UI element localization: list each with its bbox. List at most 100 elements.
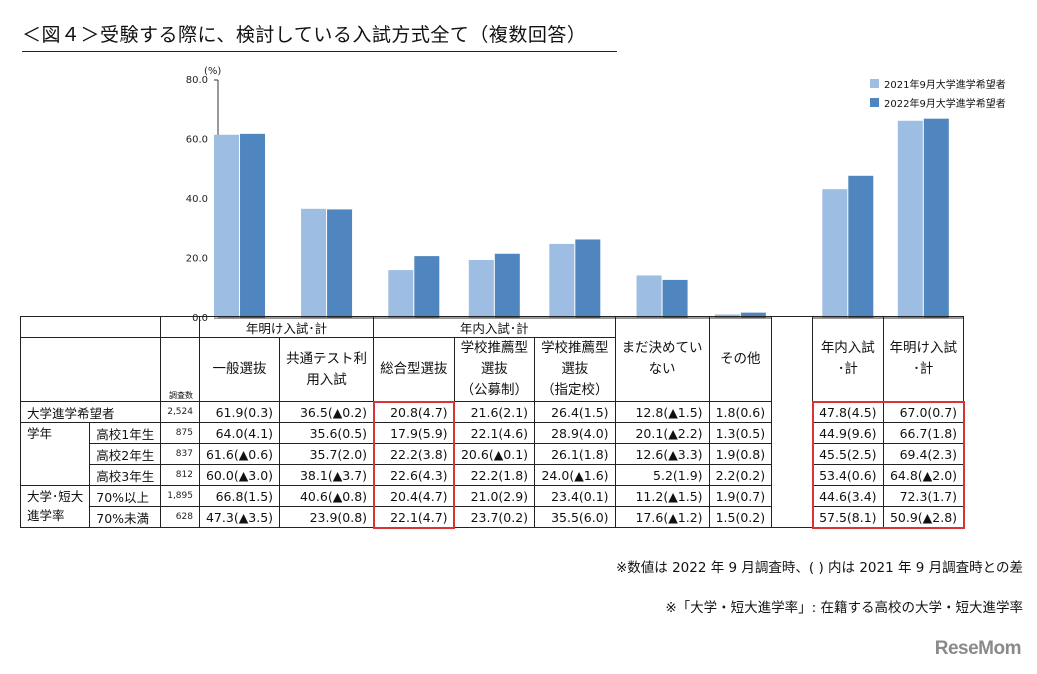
table-cell: 23.4(0.1) [534, 485, 616, 507]
table-cell: 47.3(▲3.5) [198, 506, 281, 528]
y-tick-label: 20.0 [186, 254, 208, 265]
note-values: ※数値は 2022 年 9 月調査時、( ) 内は 2021 年 9 月調査時と… [615, 560, 1023, 576]
blank-cell [19, 316, 162, 338]
row-sublabel: 高校1年生 [89, 422, 162, 444]
table-cell: 2.2(0.2) [708, 464, 773, 486]
y-tick-label: 60.0 [186, 135, 208, 146]
table-cell: 1.9(0.8) [708, 443, 773, 465]
legend-item-2021: 2021年9月大学進学希望者 [870, 76, 1006, 91]
bar-2022-6 [740, 312, 766, 318]
bar-2021-1 [301, 208, 327, 318]
table-cell: 22.2(3.8) [373, 443, 455, 465]
table-gap [771, 316, 814, 528]
bar-2021-0 [214, 134, 240, 318]
highlight-box-sogo [372, 400, 456, 529]
y-tick-label: 80.0 [186, 75, 208, 86]
table-row: 大学進学希望者 2,524 61.9(0.3) 36.5(▲0.2) 20.8(4.7)… [19, 401, 965, 423]
legend-label-2022: 2022年9月大学進学希望者 [884, 98, 1006, 110]
table-row: 学年 高校1年生 875 64.0(4.1) 35.6(0.5) 17.9(5.9) 22.… [19, 422, 965, 486]
table-cell: 5.2(1.9) [614, 464, 710, 486]
highlight-box-totals [811, 400, 965, 529]
table-cell: 20.8(4.7) [373, 401, 455, 423]
bar-2021-2 [388, 270, 414, 318]
bar-2022-0 [240, 133, 266, 318]
table-cell: 23.9(0.8) [279, 506, 375, 528]
table-cell: 20.4(4.7) [373, 485, 455, 507]
bar-2021-3 [468, 259, 494, 318]
table-cell: 35.5(6.0) [534, 506, 616, 528]
row-group-label: 学年 [19, 422, 91, 486]
table-cell: 21.0(2.9) [453, 485, 536, 507]
bar-2022-4 [575, 239, 601, 318]
table-cell: 12.6(▲3.3) [614, 443, 710, 465]
header-group-yoake: 年明け入試･計 [198, 316, 375, 338]
bar-chart: 0.020.040.060.080.0(%) [186, 66, 964, 324]
table-cell: 11.2(▲1.5) [614, 485, 710, 507]
legend-item-2022: 2022年9月大学進学希望者 [870, 95, 1006, 110]
y-tick-label: 40.0 [186, 194, 208, 205]
table-cell: 61.9(0.3) [198, 401, 281, 423]
col-header-suisen-kobo: 学校推薦型 選抜 （公募制） [453, 337, 536, 402]
table-cell: 1.3(0.5) [708, 422, 773, 444]
y-unit-label: (%) [204, 66, 221, 77]
row-sublabel: 高校3年生 [89, 464, 162, 486]
note-rate: ※「大学・短大進学率」: 在籍する高校の大学・短大進学率 [665, 600, 1023, 616]
bar-2021-7 [822, 189, 848, 318]
header-group-nennai: 年内入試･計 [373, 316, 616, 338]
row-sublabel: 高校2年生 [89, 443, 162, 465]
table-cell: 21.6(2.1) [453, 401, 536, 423]
table-cell: 23.7(0.2) [453, 506, 536, 528]
row-n: 1,895 [160, 485, 200, 507]
col-header-sogo: 総合型選抜 [373, 337, 455, 402]
table-cell: 26.1(1.8) [534, 443, 616, 465]
row-sublabel: 70%以上 [89, 485, 162, 507]
bar-2022-8 [923, 118, 949, 318]
table-cell: 35.7(2.0) [279, 443, 375, 465]
table-cell: 64.0(4.1) [198, 422, 281, 444]
table-cell: 40.6(▲0.8) [279, 485, 375, 507]
table-row: 大学･短大 進学率 70%以上 1,895 66.8(1.5) 40.6(▲0.8) 20.… [19, 485, 965, 528]
table-cell: 17.9(5.9) [373, 422, 455, 444]
bar-2021-4 [549, 243, 575, 318]
row-n: 628 [160, 506, 200, 528]
table-cell: 28.9(4.0) [534, 422, 616, 444]
row-n: 837 [160, 443, 200, 465]
bar-2021-5 [636, 275, 662, 318]
table-cell: 35.6(0.5) [279, 422, 375, 444]
legend-label-2021: 2021年9月大学進学希望者 [884, 79, 1006, 91]
table-cell: 38.1(▲3.7) [279, 464, 375, 486]
blank-cell [19, 337, 162, 402]
table-cell: 47.8(4.5) [812, 401, 884, 423]
legend-swatch-2022 [870, 97, 879, 107]
col-header-undecided: まだ決めてい ない [614, 316, 710, 402]
legend-swatch-2021 [870, 78, 879, 88]
row-group-label: 大学･短大 進学率 [19, 485, 91, 528]
table-row: 高校3年生 812 60.0(▲3.0) 38.1(▲3.7) 22.6(4.3) 22.… [21, 464, 965, 486]
row-n: 875 [160, 422, 200, 444]
table-cell: 22.1(4.6) [453, 422, 536, 444]
row-label: 大学進学希望者 [19, 401, 162, 423]
col-header-other: その他 [708, 316, 773, 402]
bar-2021-8 [897, 120, 923, 318]
table-cell: 22.2(1.8) [453, 464, 536, 486]
table-cell: 1.8(0.6) [708, 401, 773, 423]
header-group-row: 年明け入試･計 年内入試･計 まだ決めてい ない その他 年内入試 ･計 年明け入試 ･計 [19, 316, 965, 528]
table-cell: 57.5(8.1) [812, 506, 884, 528]
table-cell: 66.8(1.5) [198, 485, 281, 507]
chart-legend: 2021年9月大学進学希望者 2022年9月大学進学希望者 [870, 76, 1006, 114]
blank-cell [160, 316, 200, 338]
n-header: 調査数 [160, 337, 200, 402]
table-cell: 69.4(2.3) [882, 443, 965, 465]
bar-2022-5 [662, 279, 688, 318]
chart-title: ＜図４＞受験する際に、検討している入試方式全て（複数回答） [22, 20, 617, 52]
table-cell: 20.6(▲0.1) [453, 443, 536, 465]
row-n: 812 [160, 464, 200, 486]
table-cell: 61.6(▲0.6) [198, 443, 281, 465]
bar-2022-7 [848, 175, 874, 318]
table-cell: 44.6(3.4) [812, 485, 884, 507]
table-cell: 45.5(2.5) [812, 443, 884, 465]
table-cell: 22.1(4.7) [373, 506, 455, 528]
table-cell: 60.0(▲3.0) [198, 464, 281, 486]
row-n: 2,524 [160, 401, 200, 423]
table-row: 高校2年生 837 61.6(▲0.6) 35.7(2.0) 22.2(3.8) 20.6… [21, 443, 965, 465]
